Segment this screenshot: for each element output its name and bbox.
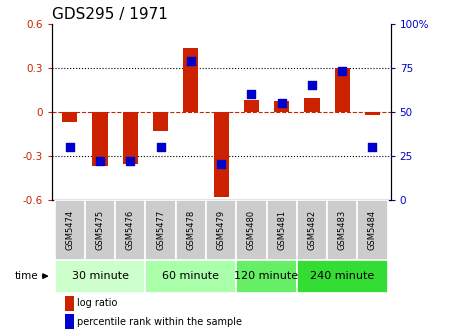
Bar — [274, 101, 289, 112]
Text: GDS295 / 1971: GDS295 / 1971 — [52, 7, 167, 23]
Point — [369, 144, 376, 150]
Point — [66, 144, 73, 150]
Point — [248, 91, 255, 97]
Point — [187, 58, 194, 63]
Text: GSM5479: GSM5479 — [216, 210, 226, 250]
Bar — [176, 200, 206, 259]
Bar — [297, 259, 387, 293]
Bar — [65, 314, 75, 330]
Bar — [267, 200, 297, 259]
Point — [157, 144, 164, 150]
Bar — [365, 112, 380, 115]
Bar — [357, 200, 387, 259]
Text: GSM5480: GSM5480 — [247, 210, 256, 250]
Point — [127, 158, 134, 164]
Text: log ratio: log ratio — [77, 298, 118, 308]
Bar — [55, 259, 145, 293]
Text: GSM5474: GSM5474 — [65, 210, 74, 250]
Text: time: time — [14, 271, 38, 281]
Text: 30 minute: 30 minute — [71, 271, 128, 281]
Bar — [145, 259, 236, 293]
Point — [218, 162, 225, 167]
Bar — [62, 112, 77, 122]
Bar — [65, 296, 75, 311]
Bar — [236, 259, 297, 293]
Bar — [297, 200, 327, 259]
Text: GSM5475: GSM5475 — [96, 210, 105, 250]
Point — [308, 83, 316, 88]
Text: GSM5484: GSM5484 — [368, 210, 377, 250]
Text: GSM5482: GSM5482 — [308, 210, 317, 250]
Text: percentile rank within the sample: percentile rank within the sample — [77, 317, 242, 327]
Text: 120 minute: 120 minute — [234, 271, 299, 281]
Bar — [236, 200, 267, 259]
Bar — [153, 112, 168, 131]
Text: GSM5483: GSM5483 — [338, 209, 347, 250]
Point — [278, 100, 285, 106]
Bar — [55, 200, 85, 259]
Bar — [123, 112, 138, 164]
Point — [97, 158, 104, 164]
Text: GSM5476: GSM5476 — [126, 209, 135, 250]
Bar — [244, 100, 259, 112]
Text: 60 minute: 60 minute — [163, 271, 220, 281]
Bar — [335, 68, 350, 112]
Text: GSM5478: GSM5478 — [186, 209, 195, 250]
Bar — [145, 200, 176, 259]
Point — [339, 69, 346, 74]
Bar — [206, 200, 236, 259]
Bar — [115, 200, 145, 259]
Text: GSM5477: GSM5477 — [156, 209, 165, 250]
Bar — [85, 200, 115, 259]
Bar — [327, 200, 357, 259]
Bar — [183, 48, 198, 112]
Bar — [214, 112, 229, 197]
Text: GSM5481: GSM5481 — [277, 210, 286, 250]
Text: 240 minute: 240 minute — [310, 271, 374, 281]
Bar — [92, 112, 108, 166]
Bar — [304, 98, 320, 112]
